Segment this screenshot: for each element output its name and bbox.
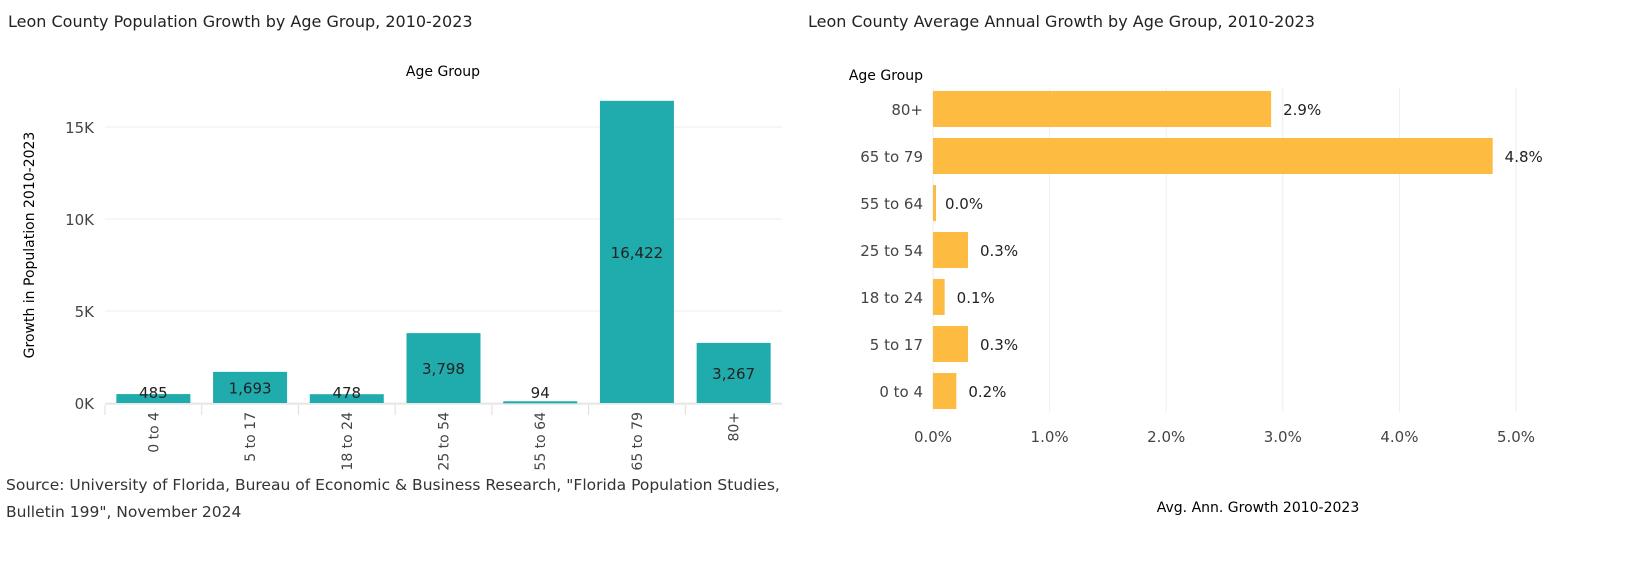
data-label: 3,798 bbox=[422, 360, 465, 378]
y-tick-label: 5K bbox=[75, 303, 96, 321]
data-label: 4.8% bbox=[1505, 148, 1543, 166]
y-tick-label: 15K bbox=[65, 119, 95, 137]
data-label: 0.1% bbox=[957, 289, 995, 307]
bar bbox=[933, 232, 968, 268]
data-label: 0.0% bbox=[945, 195, 983, 213]
data-label: 1,693 bbox=[229, 379, 272, 397]
bar bbox=[933, 326, 968, 362]
x-tick-label: 0 to 4 bbox=[146, 412, 162, 453]
bar bbox=[933, 279, 945, 315]
data-label: 16,422 bbox=[611, 244, 664, 262]
x-tick-label: 18 to 24 bbox=[340, 412, 356, 471]
data-label: 94 bbox=[531, 384, 550, 402]
data-label: 478 bbox=[332, 384, 361, 402]
bar bbox=[406, 333, 481, 403]
x-tick-label: 5.0% bbox=[1497, 428, 1535, 446]
bar bbox=[696, 342, 771, 403]
y-tick-label: 55 to 64 bbox=[860, 195, 923, 213]
data-label: 0.3% bbox=[980, 336, 1018, 354]
y-tick-label: 18 to 24 bbox=[860, 289, 923, 307]
data-label: 485 bbox=[139, 384, 168, 402]
y-tick-label: 5 to 17 bbox=[870, 336, 923, 354]
bar bbox=[213, 371, 288, 403]
x-tick-label: 80+ bbox=[727, 412, 743, 442]
bar bbox=[503, 401, 578, 404]
data-label: 0.2% bbox=[968, 383, 1006, 401]
bar bbox=[933, 373, 957, 409]
x-tick-label: 3.0% bbox=[1264, 428, 1302, 446]
x-tick-label: 5 to 17 bbox=[243, 412, 259, 462]
right-chart-title: Leon County Average Annual Growth by Age… bbox=[808, 12, 1315, 31]
x-tick-label: 4.0% bbox=[1380, 428, 1418, 446]
x-tick-label: 55 to 64 bbox=[533, 412, 549, 471]
bar bbox=[309, 394, 384, 403]
y-tick-label: 25 to 54 bbox=[860, 242, 923, 260]
y-tick-label: 0K bbox=[75, 395, 96, 413]
source-note: Source: University of Florida, Bureau of… bbox=[6, 476, 780, 521]
y-tick-label: 80+ bbox=[891, 101, 923, 119]
y-axis-title: Growth in Population 2010-2023 bbox=[22, 132, 38, 359]
y-tick-label: 65 to 79 bbox=[860, 148, 923, 166]
bar bbox=[933, 91, 1272, 127]
data-label: 0.3% bbox=[980, 242, 1018, 260]
x-tick-label: 0.0% bbox=[914, 428, 952, 446]
x-tick-label: 25 to 54 bbox=[437, 412, 453, 471]
data-label: 2.9% bbox=[1283, 101, 1321, 119]
bar bbox=[933, 185, 936, 221]
x-tick-label: 2.0% bbox=[1147, 428, 1185, 446]
x-tick-label: 1.0% bbox=[1031, 428, 1069, 446]
bar bbox=[933, 138, 1493, 174]
data-label: 3,267 bbox=[712, 365, 755, 383]
bar bbox=[116, 394, 191, 403]
left-chart-title: Leon County Population Growth by Age Gro… bbox=[8, 12, 473, 31]
y-axis-title: Age Group bbox=[849, 68, 923, 84]
x-tick-label: 65 to 79 bbox=[630, 412, 646, 471]
bar bbox=[599, 100, 674, 403]
y-tick-label: 0 to 4 bbox=[879, 383, 923, 401]
x-axis-title: Avg. Ann. Growth 2010-2023 bbox=[1157, 500, 1360, 516]
y-tick-label: 10K bbox=[65, 211, 95, 229]
x-axis-title: Age Group bbox=[406, 64, 480, 80]
